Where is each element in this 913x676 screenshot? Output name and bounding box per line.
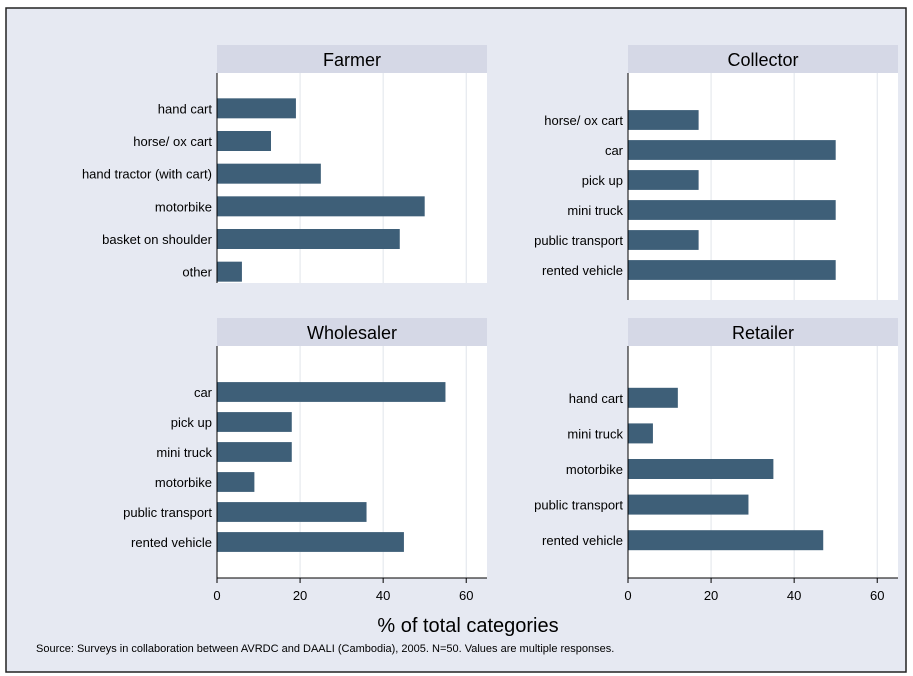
panel-wholesaler: Wholesaler car pick up mini truck motorbike p… [123,318,487,603]
panel-title-strip [217,318,487,346]
bar [217,442,292,462]
category-label: hand tractor (with cart) [82,167,212,182]
bar [217,382,446,402]
category-label: mini truck [567,426,623,441]
x-tick-label: 60 [870,588,884,603]
bar [628,110,699,130]
category-label: horse/ ox cart [544,113,623,128]
bar [628,423,653,444]
panel-title: Collector [727,50,798,70]
bar [217,131,271,151]
panel-title: Wholesaler [307,323,397,343]
category-label: motorbike [566,462,623,477]
x-tick-label: 40 [376,588,390,603]
bar [217,98,296,119]
category-label: pick up [171,415,212,430]
category-label: horse/ ox cart [133,134,212,149]
x-tick-label: 20 [704,588,718,603]
bar [217,412,292,432]
bar [628,260,836,280]
category-label: motorbike [155,475,212,490]
bar [217,261,242,282]
category-label: rented vehicle [131,535,212,550]
bar [628,494,749,515]
bar [217,502,367,522]
panel-title: Retailer [732,323,794,343]
panel-title: Farmer [323,50,381,70]
bar [628,140,836,160]
bar [217,532,404,552]
category-label: car [194,385,213,400]
category-label: mini truck [156,445,212,460]
bar [628,530,824,551]
category-label: public transport [534,233,623,248]
category-label: rented vehicle [542,263,623,278]
bar [217,163,321,184]
x-axis-title: % of total categories [377,615,558,637]
category-label: public transport [123,505,212,520]
category-label: basket on shoulder [102,232,213,247]
bar [628,200,836,220]
category-label: mini truck [567,203,623,218]
bar [628,387,678,408]
category-label: car [605,143,624,158]
category-label: hand cart [158,101,213,116]
panels: Farmer hand cart horse/ ox cart hand tracto… [82,45,898,603]
x-tick-label: 60 [459,588,473,603]
x-tick-label: 40 [787,588,801,603]
bar [217,472,255,492]
x-tick-label: 0 [213,588,220,603]
panel-collector: Collector horse/ ox cart car pick up mini tr… [534,45,898,300]
source-note: Source: Surveys in collaboration between… [36,643,614,655]
category-label: rented vehicle [542,533,623,548]
bar [628,230,699,250]
x-tick-label: 0 [624,588,631,603]
panel-farmer: Farmer hand cart horse/ ox cart hand tracto… [82,45,487,283]
x-tick-label: 20 [293,588,307,603]
bar [217,229,400,249]
bar [217,196,425,217]
bar [628,459,774,479]
bar [628,170,699,190]
category-label: hand cart [569,391,624,406]
category-label: other [182,265,212,280]
panel-title-strip [628,45,898,73]
category-label: public transport [534,498,623,513]
category-label: pick up [582,173,623,188]
panel-title-strip [217,45,487,73]
panel-retailer: Retailer hand cart mini truck motorbike publ… [534,318,898,603]
category-label: motorbike [155,199,212,214]
panel-title-strip [628,318,898,346]
